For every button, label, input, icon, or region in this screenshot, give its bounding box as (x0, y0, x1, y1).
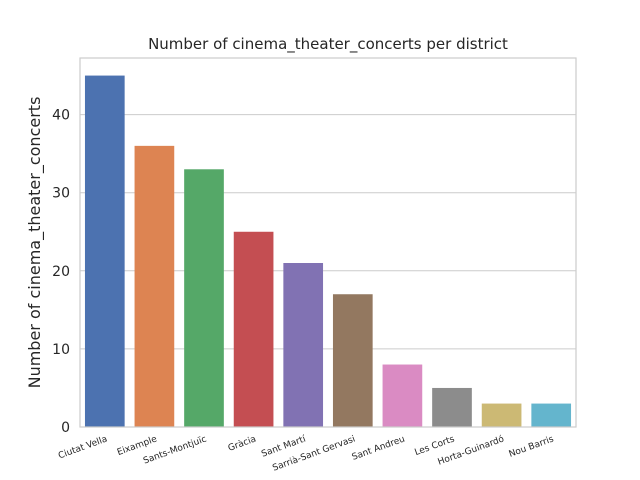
chart-title: Number of cinema_theater_concerts per di… (148, 35, 508, 54)
y-tick-label: 40 (52, 108, 70, 124)
bar (432, 387, 472, 427)
bar (134, 145, 175, 427)
bar (283, 263, 324, 427)
y-tick-label: 20 (52, 264, 70, 280)
bar (481, 403, 522, 427)
plot-frame (79, 57, 577, 428)
y-tick-label: 10 (52, 342, 70, 358)
bar (84, 75, 125, 428)
bar (332, 294, 373, 427)
bar (184, 169, 224, 428)
bar (531, 403, 572, 427)
y-tick-label: 30 (52, 186, 70, 202)
y-tick-label: 0 (61, 420, 70, 436)
bar (382, 364, 423, 427)
y-tick-labels: 0 10 20 30 40 (52, 108, 70, 436)
y-axis-title: Number of cinema_theater_concerts (25, 97, 45, 389)
bars (84, 75, 572, 428)
bar (233, 231, 274, 427)
